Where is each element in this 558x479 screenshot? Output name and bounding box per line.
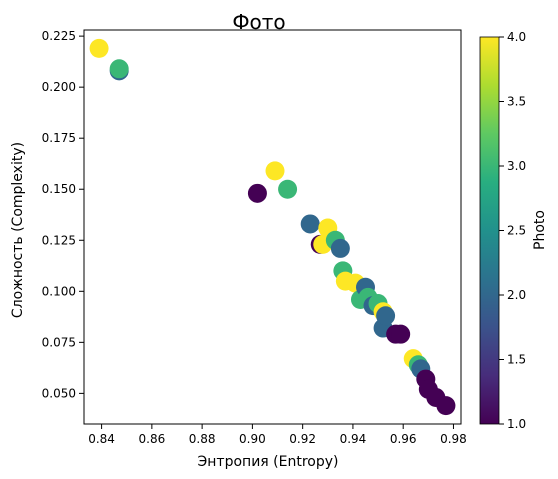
- y-tick-label: 0.050: [42, 386, 76, 400]
- colorbar-tick-label: 1.0: [507, 417, 526, 431]
- x-axis: 0.84 0.86 0.88 0.90 0.92 0.94 0.96 0.98: [88, 424, 467, 446]
- x-tick-label: 0.88: [189, 432, 216, 446]
- colorbar-tick-label: 3.5: [507, 95, 526, 109]
- colorbar-axis: 1.0 1.5 2.0 2.5 3.0 3.5 4.0: [499, 30, 526, 431]
- x-tick-label: 0.90: [239, 432, 266, 446]
- y-tick-label: 0.125: [42, 233, 76, 247]
- colorbar-tick-label: 4.0: [507, 30, 526, 44]
- y-axis-label: Сложность (Complexity): [10, 142, 26, 318]
- colorbar-tick-label: 2.0: [507, 288, 526, 302]
- x-axis-label: Энтропия (Entropy): [198, 454, 339, 470]
- colorbar-tick-label: 1.5: [507, 353, 526, 367]
- y-tick-label: 0.175: [42, 131, 76, 145]
- points-layer: [89, 38, 456, 416]
- scatter-point: [265, 161, 285, 181]
- scatter-point: [330, 238, 350, 258]
- scatter-point: [391, 324, 411, 344]
- y-tick-label: 0.200: [42, 80, 76, 94]
- y-tick-label: 0.150: [42, 182, 76, 196]
- x-tick-label: 0.86: [139, 432, 166, 446]
- scatter-point: [278, 179, 298, 199]
- scatter-point: [300, 214, 320, 234]
- y-tick-label: 0.100: [42, 284, 76, 298]
- scatter-point: [89, 38, 109, 58]
- colorbar-tick-label: 2.5: [507, 224, 526, 238]
- colorbar-label: Photo: [532, 210, 548, 250]
- colorbar: [479, 36, 500, 425]
- scatter-point: [109, 59, 129, 79]
- colorbar-tick-label: 3.0: [507, 159, 526, 173]
- x-tick-label: 0.98: [440, 432, 467, 446]
- x-tick-label: 0.92: [289, 432, 316, 446]
- plot-frame: [83, 29, 462, 425]
- scatter-point: [376, 306, 396, 326]
- x-tick-label: 0.94: [340, 432, 367, 446]
- y-axis: 0.050 0.075 0.100 0.125 0.150 0.175 0.200 0.225: [42, 29, 84, 400]
- y-tick-label: 0.225: [42, 29, 76, 43]
- x-tick-label: 0.84: [88, 432, 115, 446]
- scatter-point: [436, 396, 456, 416]
- x-tick-label: 0.96: [390, 432, 417, 446]
- y-tick-label: 0.075: [42, 335, 76, 349]
- scatter-point: [247, 183, 267, 203]
